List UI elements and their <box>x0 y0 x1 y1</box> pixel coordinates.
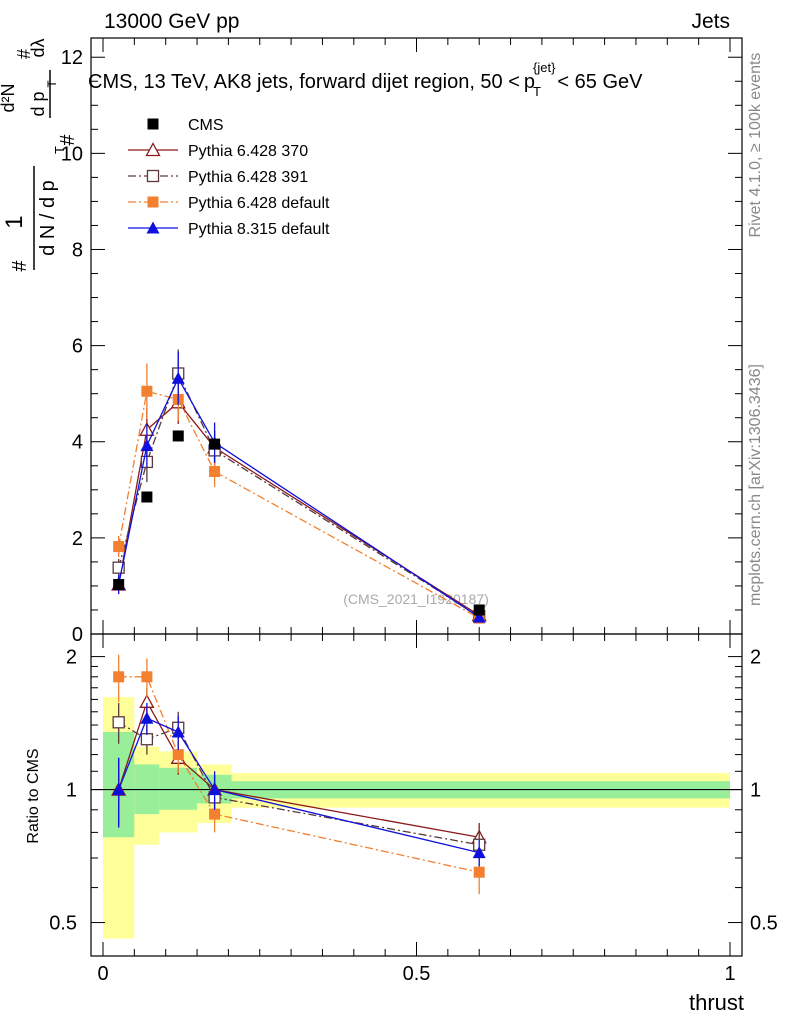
legend-marker-3 <box>147 196 159 208</box>
ratio-point-1-0 <box>112 716 125 729</box>
main-y-axis-label: # 1 d N / d p T # # d²N d p T dλ <box>0 38 79 271</box>
main-ytick-label-2: 4 <box>72 432 83 454</box>
main-ytick-label-0: 0 <box>72 624 83 646</box>
ratio-point-3-1 <box>140 711 154 724</box>
legend-label-4: Pythia 8.315 default <box>188 221 330 238</box>
legend-marker-0 <box>147 118 159 130</box>
main-title: CMS, 13 TeV, AK8 jets, forward dijet reg… <box>88 60 643 99</box>
ratio-ytick-label-right-2: 2 <box>750 647 761 669</box>
ylabel-T-sub-1: T <box>52 146 67 154</box>
series-point-3-4 <box>472 610 486 623</box>
header-category-label: Jets <box>691 10 730 33</box>
data-point-2 <box>172 430 184 442</box>
main-ytick-label-4: 8 <box>72 239 83 261</box>
ratio-point-1-1 <box>140 733 154 746</box>
legend-label-1: Pythia 6.428 370 <box>188 143 308 160</box>
ratio-point-3-3 <box>208 783 222 796</box>
series-point-1-0 <box>112 561 125 574</box>
ratio-uncertainty-bands <box>91 697 742 939</box>
ratio-series-group <box>111 654 487 895</box>
ratio-ytick-label-1: 1 <box>66 780 77 802</box>
ratio-point-2-3 <box>209 808 221 820</box>
ratio-point-3-2 <box>171 725 185 738</box>
main-ytick-label-3: 6 <box>72 336 83 358</box>
series-point-3-2 <box>171 371 185 384</box>
data-point-4 <box>473 604 485 616</box>
ylabel-dp: d p <box>28 91 48 116</box>
main-ytick-label-6: 12 <box>61 47 83 69</box>
ratio-xtick-label-0: 0 <box>97 963 108 985</box>
ylabel-hash-3: # <box>14 49 34 59</box>
main-axes: 0 2 4 6 8 10 12 <box>61 37 743 646</box>
data-point-1 <box>141 491 153 503</box>
ylabel-dN-dp: d N / d p <box>37 180 59 256</box>
ylabel-dlambda: dλ <box>28 38 48 57</box>
data-point-0 <box>113 578 125 590</box>
ylabel-hash-1: # <box>9 260 31 272</box>
legend: CMS Pythia 6.428 370 Pythia 6.428 391 Pythi… <box>128 117 330 238</box>
ratio-ytick-label-right-1: 1 <box>750 780 761 802</box>
rivet-label: Rivet 4.1.0, ≥ 100k events <box>747 53 764 238</box>
ratio-ytick-label-right-0: 0.5 <box>750 913 778 935</box>
ratio-point-2-0 <box>113 671 125 683</box>
ratio-y-axis-label: Ratio to CMS <box>25 748 42 843</box>
x-axis-label: thrust <box>689 990 744 1015</box>
ratio-xtick-label-1: 0.5 <box>403 963 431 985</box>
ratio-point-3-0 <box>112 783 126 796</box>
ylabel-hash-2: # <box>57 134 79 146</box>
series-point-3-1 <box>140 439 154 452</box>
ylabel-d2N: d²N <box>0 83 18 112</box>
header-collision-label: 13000 GeV pp <box>104 10 239 33</box>
ratio-ytick-label-0: 0.5 <box>49 913 77 935</box>
legend-marker-2 <box>146 169 160 183</box>
legend-label-3: Pythia 6.428 default <box>188 195 330 212</box>
main-series-group <box>111 349 487 624</box>
main-ytick-label-5: 10 <box>61 143 83 165</box>
ylabel-T-sub-2: T <box>45 80 59 88</box>
main-title-prefix: CMS, 13 TeV, AK8 jets, forward dijet reg… <box>88 71 520 93</box>
main-ytick-label-1: 2 <box>72 528 83 550</box>
ylabel-one: 1 <box>1 215 28 228</box>
data-point-3 <box>209 438 221 450</box>
ratio-point-2-4 <box>473 866 485 878</box>
legend-label-0: CMS <box>188 117 224 134</box>
main-title-sub: T <box>533 84 541 99</box>
series-point-2-1 <box>141 385 153 397</box>
mcplots-label: mcplots.cern.ch [arXiv:1306.3436] <box>747 364 764 606</box>
analysis-watermark: (CMS_2021_I1920187) <box>343 591 489 607</box>
legend-marker-4 <box>146 221 160 234</box>
series-line-1 <box>118 371 480 617</box>
ratio-ytick-label-2: 2 <box>66 647 77 669</box>
series-point-2-3 <box>209 466 221 478</box>
ratio-point-3-4 <box>472 846 486 859</box>
main-title-p: p <box>524 71 535 93</box>
series-line-2 <box>118 390 480 619</box>
legend-marker-1 <box>145 142 161 157</box>
ratio-axes: 0.5 0.5 1 1 2 2 0 0.5 1 <box>49 633 778 985</box>
series-point-2-0 <box>113 541 125 553</box>
ratio-xtick-label-2: 1 <box>724 963 735 985</box>
series-line-3 <box>118 376 480 618</box>
ratio-point-2-1 <box>141 671 153 683</box>
legend-label-2: Pythia 6.428 391 <box>188 169 308 186</box>
ratio-point-2-2 <box>172 749 184 761</box>
main-title-suffix: < 65 GeV <box>557 71 643 93</box>
main-title-sup: {jet} <box>533 60 556 75</box>
